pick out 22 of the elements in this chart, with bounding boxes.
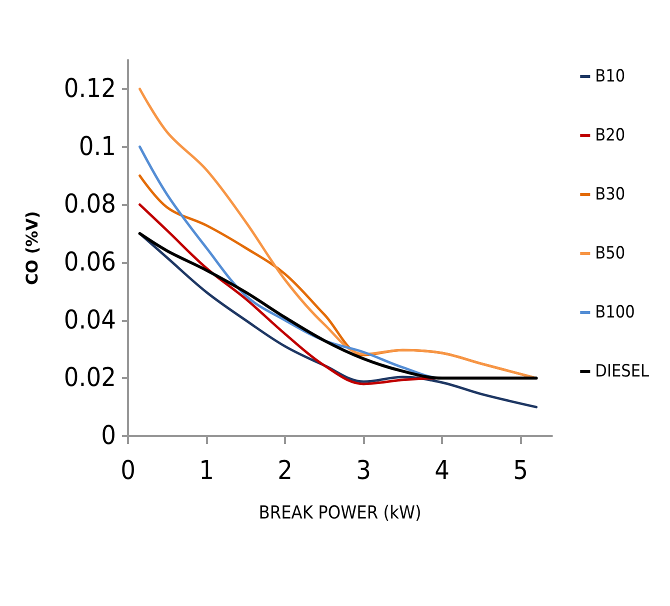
y-axis-title: CO (%V) [22, 211, 42, 285]
x-tick-label: 1 [199, 456, 214, 486]
legend-label: DIESEL [595, 362, 650, 382]
x-tick-label: 4 [434, 456, 450, 486]
y-tick-label: 0.1 [78, 132, 116, 162]
x-tick-label: 3 [356, 456, 371, 486]
x-tick-label: 0 [120, 456, 136, 486]
y-tick-label: 0.06 [64, 247, 116, 278]
x-tick-label: 2 [278, 456, 292, 486]
legend-label: B100 [595, 302, 635, 322]
y-tick-label: 0 [101, 421, 116, 451]
x-axis-title: BREAK POWER (kW) [258, 502, 422, 524]
y-tick-label: 0.02 [64, 363, 116, 394]
legend-label: B30 [595, 184, 626, 204]
y-tick-label: 0.08 [64, 190, 116, 220]
legend-label: B10 [595, 66, 626, 86]
x-tick-label: 5 [513, 456, 528, 486]
line-series [138, 232, 538, 380]
y-tick-label: 0.12 [64, 74, 116, 104]
legend-label: B20 [595, 126, 626, 146]
legend-label: B50 [595, 244, 626, 264]
y-tick-label: 0.04 [64, 305, 116, 336]
